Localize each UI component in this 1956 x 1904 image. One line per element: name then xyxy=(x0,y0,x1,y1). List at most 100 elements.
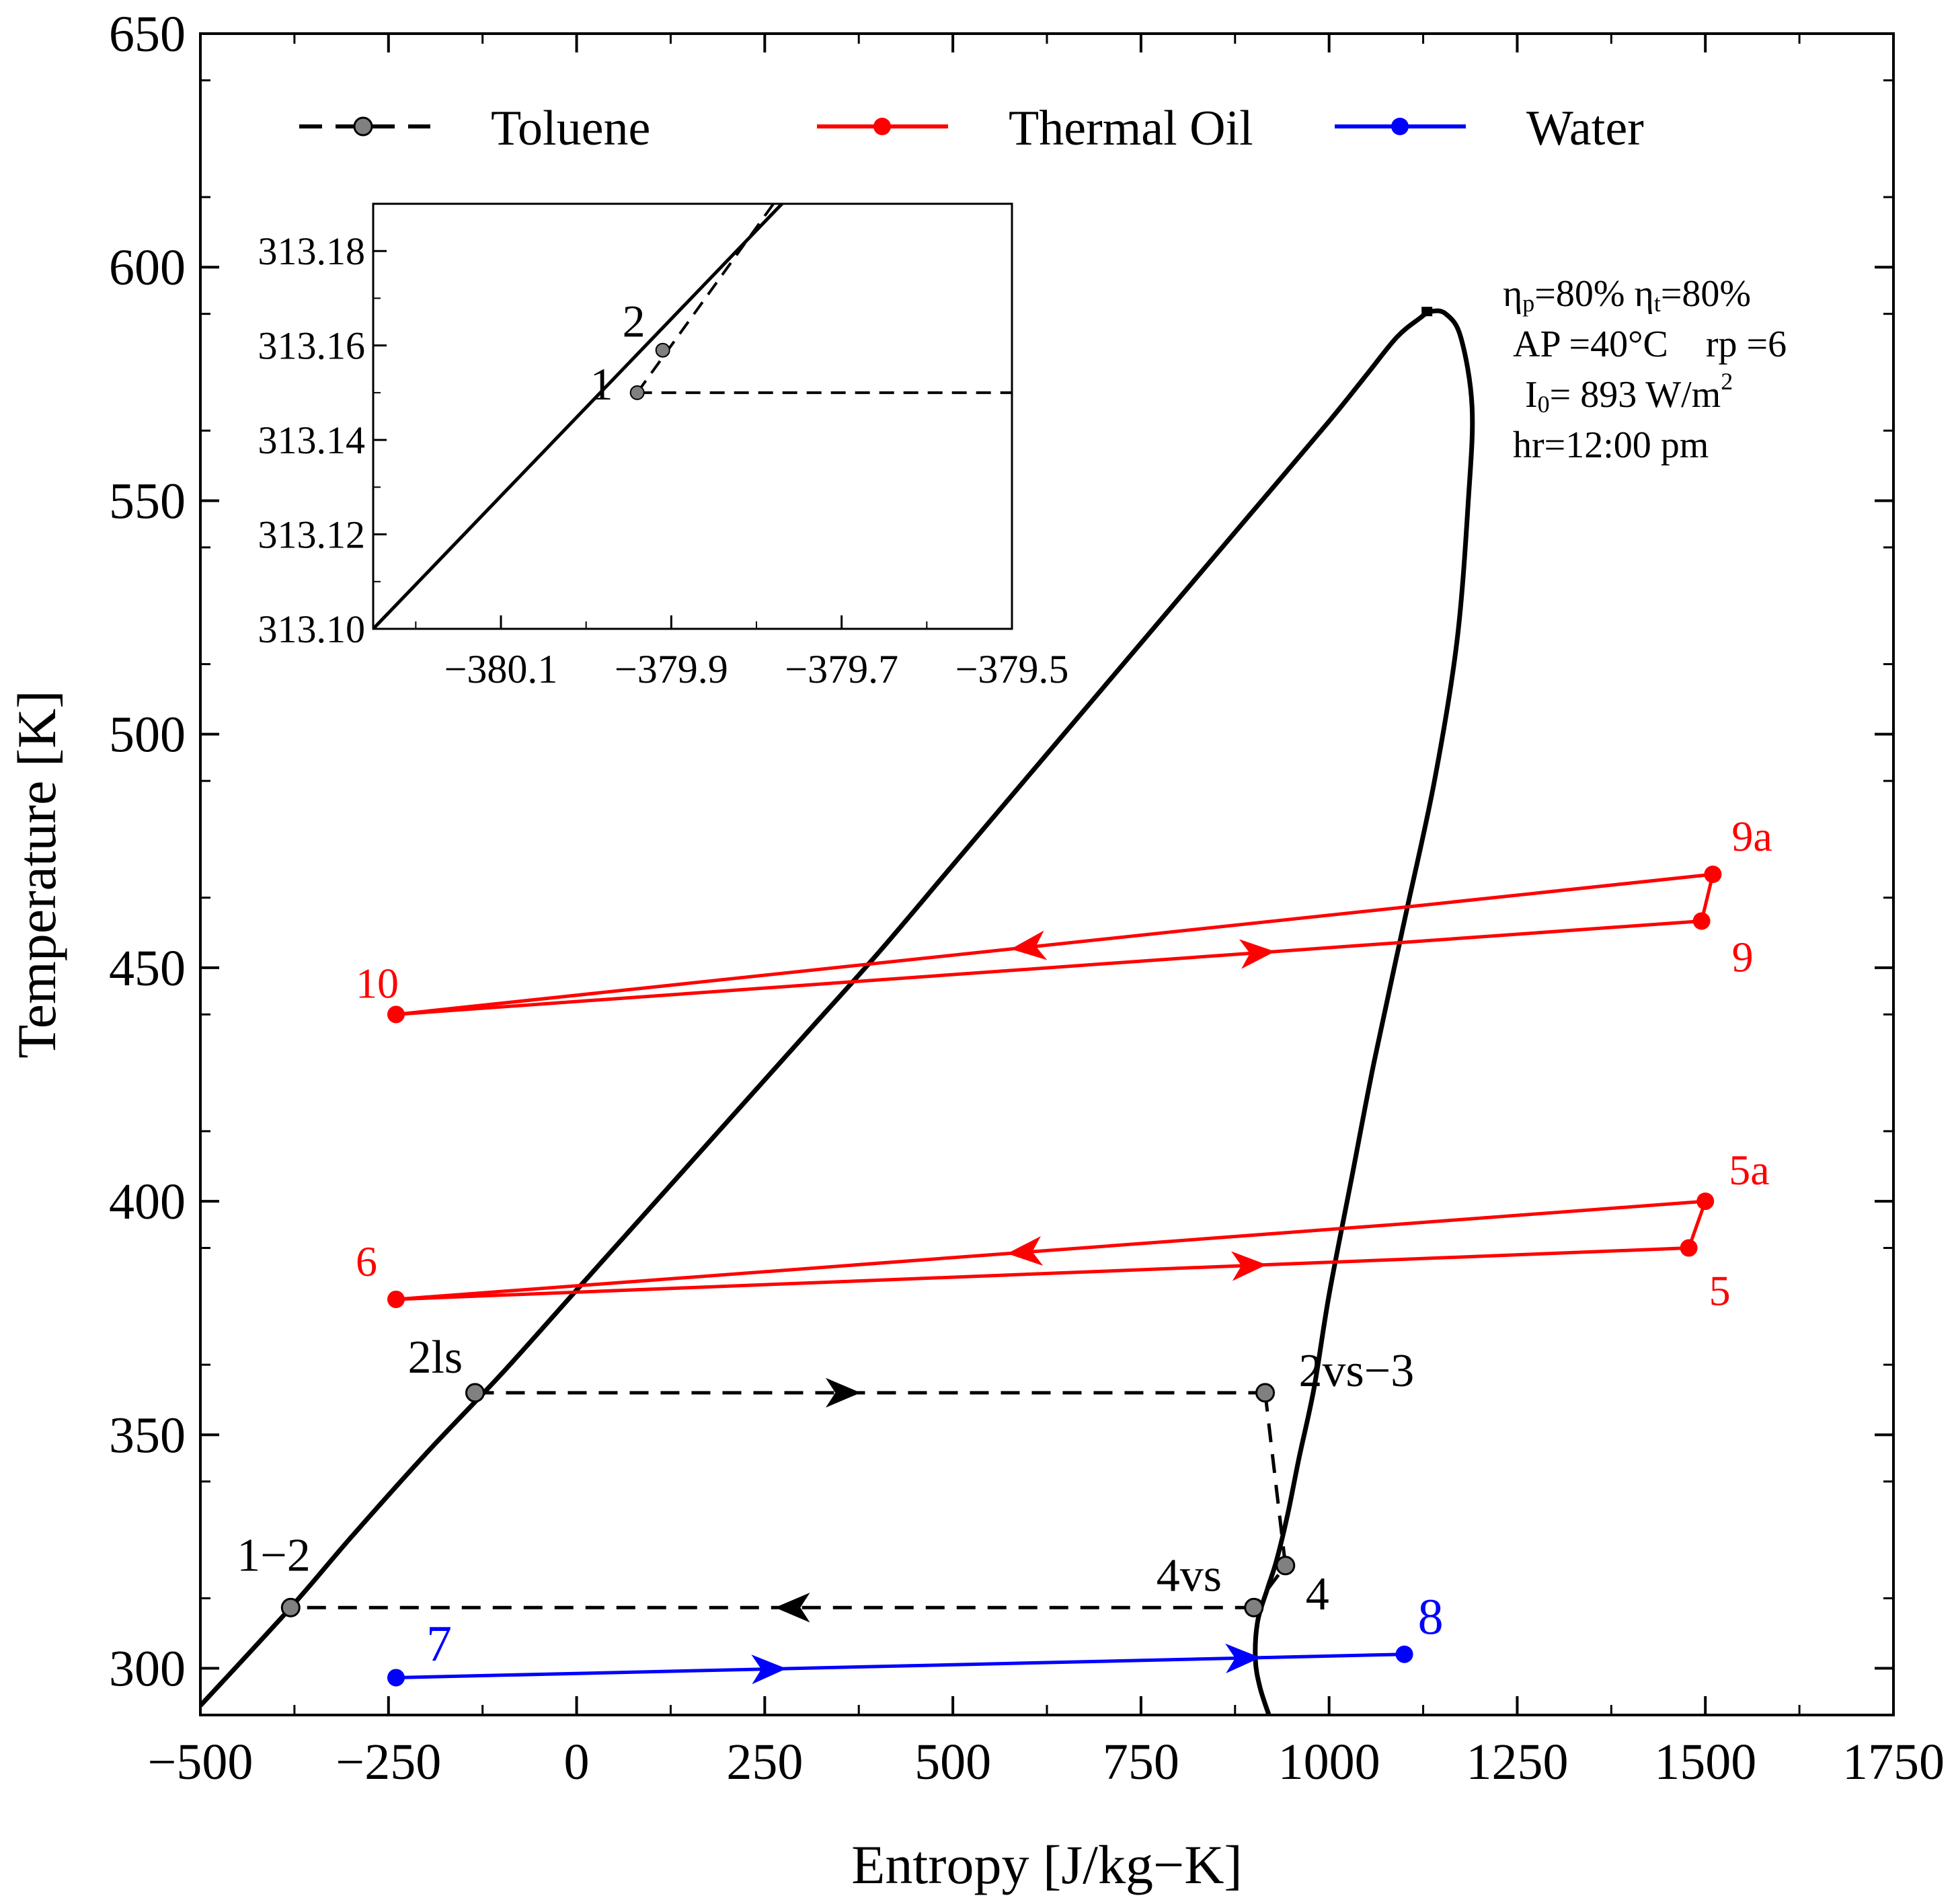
water-arrow-0-head xyxy=(751,1654,787,1685)
x-tick-label: 1000 xyxy=(1278,1734,1380,1790)
inset-point-2 xyxy=(655,342,670,358)
label-2vs-3: 2vs−3 xyxy=(1299,1345,1415,1397)
x-axis-ticks: −500 −250 0 250 500 750 1000 1250 1500 1750 xyxy=(148,34,1945,1790)
x-tick-label: −250 xyxy=(336,1734,441,1790)
legend-water-label: Water xyxy=(1526,101,1644,156)
oil-point-4 xyxy=(1680,1239,1698,1257)
inset-y-ticks: 313.10 313.12 313.14 313.16 313.18 xyxy=(258,229,387,651)
oil-point-1 xyxy=(1692,912,1711,930)
oil-arrow-fwd-upper xyxy=(1239,939,1276,969)
inset-x-tick-label: −379.9 xyxy=(615,647,728,691)
thermal-oil-lines xyxy=(387,866,1722,1308)
y-axis-ticks: 300 350 400 450 500 550 600 650 xyxy=(109,6,1893,1716)
inset-saturated-liquid-line xyxy=(373,204,783,629)
saturation-dome xyxy=(200,308,1475,1715)
legend-toluene-label: Toluene xyxy=(491,101,650,156)
y-tick-label: 550 xyxy=(109,473,186,529)
inset-y-tick-label: 313.16 xyxy=(258,324,366,368)
x-axis-label: Entropy [J/kg−K] xyxy=(851,1834,1242,1895)
water-line xyxy=(387,1643,1413,1687)
legend-thermal-oil: Thermal Oil xyxy=(817,101,1253,156)
hour-text: hr=12:00 pm xyxy=(1513,424,1709,466)
x-tick-label: 500 xyxy=(914,1734,991,1790)
inset-x-tick-label: −380.1 xyxy=(444,647,558,691)
y-tick-label: 400 xyxy=(109,1174,186,1230)
oil-point-0 xyxy=(1704,866,1722,883)
oil-return-line-upper xyxy=(395,872,1713,1016)
toluene-point-1 xyxy=(465,1383,485,1403)
inset-x-tick-label: −379.7 xyxy=(785,647,898,691)
label-9a: 9a xyxy=(1731,812,1772,860)
water-arrow-1 xyxy=(1225,1643,1261,1673)
inset-label-1: 1 xyxy=(590,358,613,410)
y-tick-label: 350 xyxy=(109,1407,186,1463)
label-5: 5 xyxy=(1709,1267,1731,1315)
legend-thermal-oil-label: Thermal Oil xyxy=(1009,101,1253,156)
label-2ls: 2ls xyxy=(407,1332,463,1383)
inset-plot-area xyxy=(373,204,1012,629)
oil-point-2 xyxy=(387,1005,405,1024)
inset-y-tick-label: 313.12 xyxy=(258,513,366,557)
inset-chart: −380.1 −379.9 −379.7 −379.5 313.10 313.12 313… xyxy=(258,202,1069,691)
x-tick-label: 0 xyxy=(564,1734,590,1790)
toluene-cycle xyxy=(280,1377,1296,1623)
toluene-point-4 xyxy=(1244,1597,1264,1617)
water-point-0 xyxy=(387,1669,405,1687)
toluene-point-2 xyxy=(1255,1383,1276,1403)
x-tick-label: 1250 xyxy=(1466,1734,1568,1790)
label-4: 4 xyxy=(1306,1568,1329,1620)
legend-water: Water xyxy=(1335,101,1644,156)
oil-supply-line-lower xyxy=(395,1246,1689,1301)
label-6: 6 xyxy=(356,1237,377,1285)
inset-pump-line xyxy=(636,204,775,394)
x-tick-label: 1500 xyxy=(1654,1734,1756,1790)
oil-arrow-fwd-lower-head xyxy=(1231,1251,1267,1281)
oil-arrow-fwd-lower xyxy=(1231,1251,1267,1281)
inset-label-2: 2 xyxy=(623,296,646,347)
label-9: 9 xyxy=(1732,933,1754,981)
y-tick-label: 450 xyxy=(109,940,186,997)
oil-point-5 xyxy=(387,1290,405,1308)
ap-rp-text: AP =40°C rp =6 xyxy=(1513,323,1787,365)
toluene-point-0 xyxy=(280,1597,301,1617)
efficiency-text: ηp=80% ηt=80% xyxy=(1503,273,1751,317)
inset-y-tick-label: 313.10 xyxy=(258,607,366,651)
oil-arrow-back-upper xyxy=(1011,930,1048,960)
label-7: 7 xyxy=(426,1615,452,1672)
y-tick-label: 500 xyxy=(109,707,186,763)
irradiance-text: I0= 893 W/m2 xyxy=(1525,368,1733,418)
oil-point-3 xyxy=(1696,1192,1715,1211)
inset-y-tick-label: 313.14 xyxy=(258,418,366,462)
legend-toluene: Toluene xyxy=(299,101,650,156)
label-4vs: 4vs xyxy=(1157,1550,1222,1601)
x-tick-label: 750 xyxy=(1103,1734,1179,1790)
water-arrow-0 xyxy=(751,1654,787,1685)
label-10: 10 xyxy=(356,959,399,1007)
inset-point-1 xyxy=(629,385,645,400)
y-tick-label: 300 xyxy=(109,1641,186,1698)
oil-arrow-back-lower xyxy=(1007,1235,1044,1266)
x-tick-label: 250 xyxy=(726,1734,803,1790)
state-point-labels: 1−2 2ls 2vs−3 4 4vs 9a 9 10 5a 5 6 7 8 xyxy=(237,812,1772,1672)
inset-frame xyxy=(372,202,1013,630)
water-point-1 xyxy=(1395,1645,1413,1663)
oil-return-line-lower xyxy=(395,1199,1706,1301)
plot-area xyxy=(200,308,1722,1715)
critical-point-marker xyxy=(1421,307,1433,317)
y-axis-label: Temperature [K] xyxy=(6,690,67,1058)
oil-arrow-back-lower-head xyxy=(1007,1235,1044,1266)
label-1-2: 1−2 xyxy=(237,1529,310,1581)
x-tick-label: −500 xyxy=(148,1734,253,1790)
evaporation-arrow xyxy=(826,1377,861,1408)
oil-arrow-back-upper-head xyxy=(1011,930,1048,960)
oil-supply-line-upper xyxy=(395,919,1702,1016)
water-arrow-1-head xyxy=(1225,1643,1261,1673)
inset-x-tick-label: −379.5 xyxy=(955,647,1069,691)
y-tick-label: 650 xyxy=(109,6,186,63)
x-tick-label: 1750 xyxy=(1842,1734,1945,1790)
inset-point-labels: 12 xyxy=(590,296,670,410)
toluene-point-3 xyxy=(1276,1556,1296,1576)
parameters-annotation: ηp=80% ηt=80% AP =40°C rp =6 I0= 893 W/m… xyxy=(1503,273,1787,466)
legend: Toluene Thermal Oil Water xyxy=(299,101,1644,156)
